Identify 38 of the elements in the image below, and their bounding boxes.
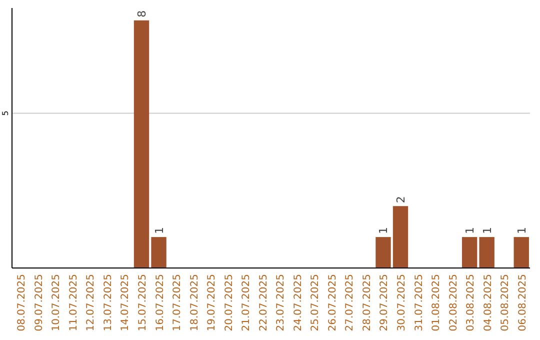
x-tick-label: 08.07.2025 [16, 274, 28, 332]
x-tick-label: 17.07.2025 [172, 274, 184, 332]
data-label: 1 [152, 227, 166, 234]
x-tick-label: 16.07.2025 [154, 274, 166, 332]
x-tick-label: 24.07.2025 [292, 274, 304, 332]
y-tick-label: 5 [1, 110, 10, 116]
x-tick-label: 13.07.2025 [102, 274, 114, 332]
x-tick-label: 29.07.2025 [379, 274, 390, 332]
data-label: 8 [136, 10, 148, 18]
x-tick-label: 09.07.2025 [34, 274, 45, 332]
x-tick-label: 25.07.2025 [310, 274, 322, 332]
x-tick-label: 28.07.2025 [362, 274, 373, 332]
x-tick-label: 18.07.2025 [189, 274, 200, 332]
x-tick-label: 01.08.2025 [431, 274, 442, 332]
data-label: 1 [377, 227, 390, 234]
data-label: 1 [515, 227, 528, 234]
x-tick-label: 15.07.2025 [138, 274, 148, 332]
x-tick-label: 30.07.2025 [396, 274, 408, 332]
x-tick-label: 12.07.2025 [86, 274, 97, 332]
x-tick-label: 31.07.2025 [414, 274, 425, 332]
x-tick-label: 21.07.2025 [241, 274, 252, 332]
x-tick-label: 26.07.2025 [327, 274, 338, 332]
x-tick-label: 22.07.2025 [258, 274, 270, 332]
x-tick-label: 23.07.2025 [276, 274, 287, 332]
x-tick-label: 20.07.2025 [224, 274, 235, 332]
data-label: 2 [394, 196, 408, 204]
x-tick-label: 14.07.2025 [120, 274, 132, 332]
x-tick-label: 10.07.2025 [51, 274, 62, 332]
data-label: 1 [464, 227, 477, 234]
x-tick-label: 11.07.2025 [68, 274, 80, 332]
x-tick-label: 05.08.2025 [500, 274, 512, 332]
data-label: 1 [480, 227, 494, 234]
x-tick-label: 19.07.2025 [206, 274, 218, 332]
x-tick-label: 02.08.2025 [448, 274, 460, 332]
x-tick-label: 03.08.2025 [466, 274, 477, 332]
x-tick-label: 27.07.2025 [344, 274, 356, 332]
x-tick-label: 04.08.2025 [482, 274, 494, 332]
x-tick-label: 06.08.2025 [517, 274, 528, 332]
